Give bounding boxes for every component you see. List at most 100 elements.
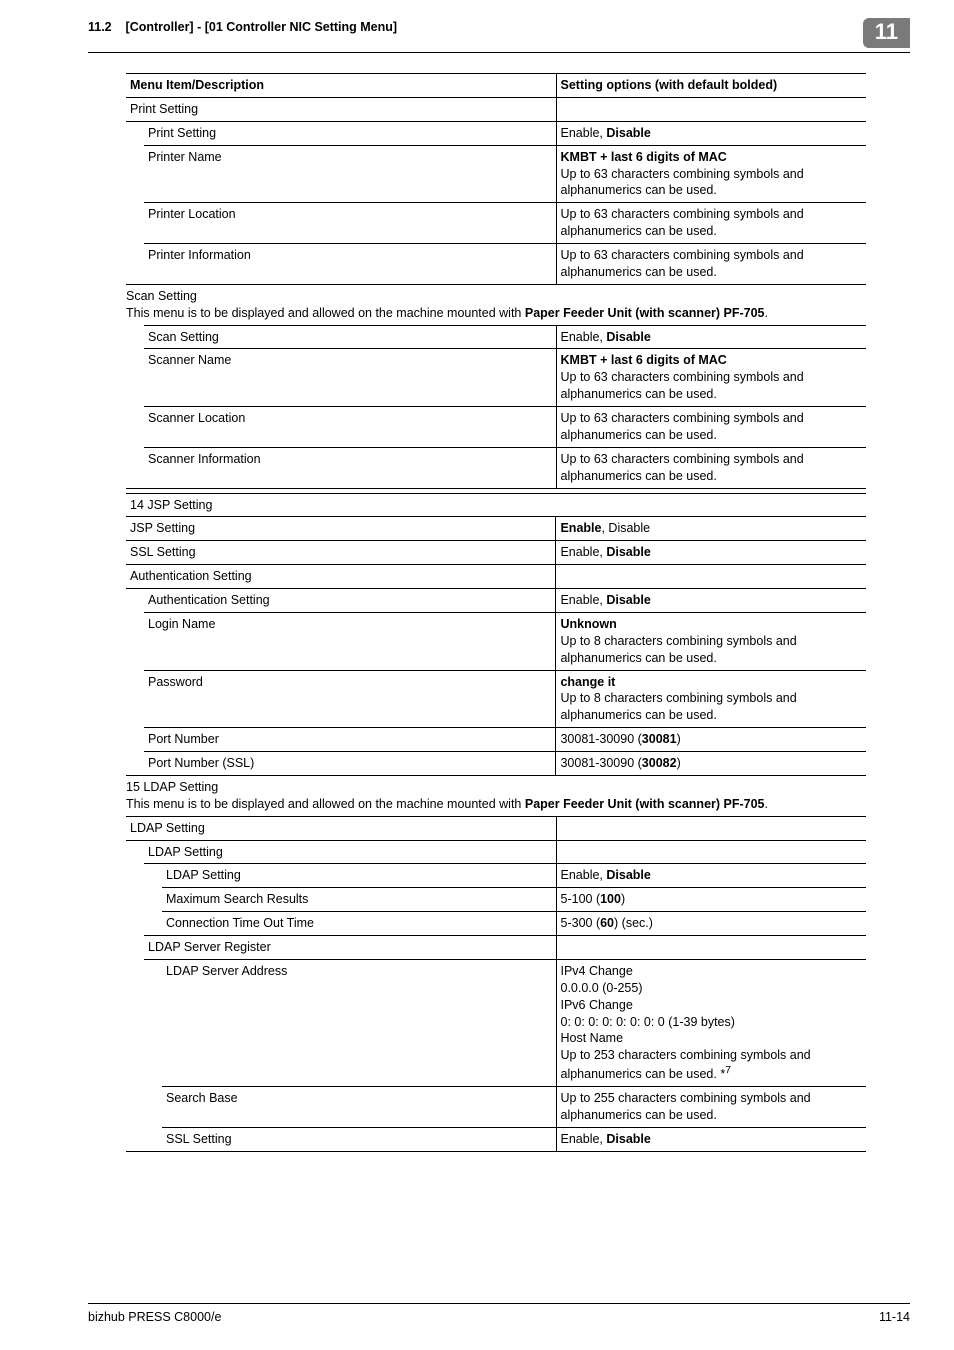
row-name: Maximum Search Results bbox=[162, 888, 556, 912]
row-name: Password bbox=[144, 670, 556, 728]
row-name: Printer Location bbox=[144, 203, 556, 244]
row-value: change it Up to 8 characters combining s… bbox=[556, 670, 866, 728]
empty-cell bbox=[556, 936, 866, 960]
row-value: IPv4 Change 0.0.0.0 (0-255) IPv6 Change … bbox=[556, 959, 866, 1086]
header-section-number: 11.2 bbox=[88, 20, 112, 34]
row-name: Search Base bbox=[162, 1087, 556, 1128]
row-value: Enable, Disable bbox=[556, 1127, 866, 1151]
empty-cell bbox=[556, 840, 866, 864]
footnote-superscript: 7 bbox=[725, 1065, 731, 1076]
indent-cell bbox=[126, 936, 144, 960]
indent-cell bbox=[126, 912, 144, 936]
scan-note-title: Scan Setting bbox=[126, 289, 197, 303]
chapter-badge: 11 bbox=[863, 18, 910, 48]
row-name: Scanner Information bbox=[144, 447, 556, 488]
ldap-root: LDAP Setting bbox=[126, 816, 556, 840]
indent-cell bbox=[126, 349, 144, 407]
indent-cell bbox=[126, 728, 144, 752]
row-value: 30081-30090 (30082) bbox=[556, 752, 866, 776]
indent-cell bbox=[126, 145, 144, 203]
indent-cell bbox=[144, 888, 162, 912]
indent-cell bbox=[144, 959, 162, 1086]
indent-cell bbox=[126, 447, 144, 488]
row-value: Enable, Disable bbox=[556, 325, 866, 349]
row-name: Scanner Name bbox=[144, 349, 556, 407]
indent-cell bbox=[126, 589, 144, 613]
row-name: Printer Name bbox=[144, 145, 556, 203]
jsp-root: 14 JSP Setting bbox=[126, 493, 866, 517]
row-name: Scan Setting bbox=[144, 325, 556, 349]
ldap-note-title: 15 LDAP Setting bbox=[126, 780, 218, 794]
indent-cell bbox=[126, 325, 144, 349]
row-name: Port Number bbox=[144, 728, 556, 752]
indent-cell bbox=[126, 612, 144, 670]
row-value: Up to 63 characters combining symbols an… bbox=[556, 203, 866, 244]
indent-cell bbox=[126, 244, 144, 285]
jsp-setting-value: Enable, Disable bbox=[556, 517, 866, 541]
scan-setting-note: Scan Setting This menu is to be displaye… bbox=[126, 285, 866, 325]
scan-note-end: . bbox=[765, 306, 768, 320]
footer-left: bizhub PRESS C8000/e bbox=[88, 1310, 221, 1324]
scan-note-line: This menu is to be displayed and allowed… bbox=[126, 306, 525, 320]
ldap-note-bold: Paper Feeder Unit (with scanner) PF-705 bbox=[525, 797, 765, 811]
header-section-title: 11.2 [Controller] - [01 Controller NIC S… bbox=[88, 20, 397, 34]
indent-cell bbox=[126, 752, 144, 776]
row-name: SSL Setting bbox=[162, 1127, 556, 1151]
scan-setting-table: Scan Setting Enable, Disable Scanner Nam… bbox=[126, 325, 866, 489]
table-header-right: Setting options (with default bolded) bbox=[556, 74, 866, 98]
row-value: 30081-30090 (30081) bbox=[556, 728, 866, 752]
row-name: Login Name bbox=[144, 612, 556, 670]
scan-note-bold: Paper Feeder Unit (with scanner) PF-705 bbox=[525, 306, 765, 320]
row-value: KMBT + last 6 digits of MAC Up to 63 cha… bbox=[556, 145, 866, 203]
indent-cell bbox=[144, 1087, 162, 1128]
print-setting-table: Menu Item/Description Setting options (w… bbox=[126, 73, 866, 285]
ldap-setting-note: 15 LDAP Setting This menu is to be displ… bbox=[126, 776, 866, 816]
ssl-setting-label: SSL Setting bbox=[126, 541, 556, 565]
row-value: Enable, Disable bbox=[556, 589, 866, 613]
row-value: KMBT + last 6 digits of MAC Up to 63 cha… bbox=[556, 349, 866, 407]
indent-cell bbox=[126, 407, 144, 448]
row-name: Authentication Setting bbox=[144, 589, 556, 613]
jsp-setting-table: 14 JSP Setting JSP Setting Enable, Disab… bbox=[126, 493, 866, 776]
row-value: Up to 63 characters combining symbols an… bbox=[556, 447, 866, 488]
row-value: Enable, Disable bbox=[556, 864, 866, 888]
indent-cell bbox=[126, 121, 144, 145]
row-name: LDAP Server Address bbox=[162, 959, 556, 1086]
footer-right: 11-14 bbox=[879, 1310, 910, 1324]
row-value: Up to 255 characters combining symbols a… bbox=[556, 1087, 866, 1128]
indent-cell bbox=[126, 888, 144, 912]
header-title: [Controller] - [01 Controller NIC Settin… bbox=[126, 20, 398, 34]
indent-cell bbox=[126, 670, 144, 728]
row-name: Printer Information bbox=[144, 244, 556, 285]
row-name: Port Number (SSL) bbox=[144, 752, 556, 776]
row-value: Unknown Up to 8 characters combining sym… bbox=[556, 612, 866, 670]
page-footer: bizhub PRESS C8000/e 11-14 bbox=[88, 1303, 910, 1324]
empty-cell bbox=[556, 565, 866, 589]
indent-cell bbox=[144, 912, 162, 936]
auth-root: Authentication Setting bbox=[126, 565, 556, 589]
ldap-setting-table: LDAP Setting LDAP Setting LDAP Setting E… bbox=[126, 816, 866, 1152]
indent-cell bbox=[126, 840, 144, 864]
indent-cell bbox=[144, 1127, 162, 1151]
row-value: Enable, Disable bbox=[556, 121, 866, 145]
indent-cell bbox=[126, 203, 144, 244]
row-value: 5-300 (60) (sec.) bbox=[556, 912, 866, 936]
print-setting-root: Print Setting bbox=[126, 97, 556, 121]
row-name: Connection Time Out Time bbox=[162, 912, 556, 936]
row-name: LDAP Setting bbox=[162, 864, 556, 888]
row-value: 5-100 (100) bbox=[556, 888, 866, 912]
indent-cell bbox=[126, 1127, 144, 1151]
empty-cell bbox=[556, 816, 866, 840]
table-header-left: Menu Item/Description bbox=[126, 74, 556, 98]
indent-cell bbox=[144, 864, 162, 888]
indent-cell bbox=[126, 1087, 144, 1128]
ldap-note-line: This menu is to be displayed and allowed… bbox=[126, 797, 525, 811]
ssl-setting-value: Enable, Disable bbox=[556, 541, 866, 565]
row-name: Print Setting bbox=[144, 121, 556, 145]
jsp-setting-label: JSP Setting bbox=[126, 517, 556, 541]
indent-cell bbox=[126, 864, 144, 888]
ldap-note-end: . bbox=[765, 797, 768, 811]
row-value: Up to 63 characters combining symbols an… bbox=[556, 407, 866, 448]
ldap-sub1: LDAP Setting bbox=[144, 840, 556, 864]
empty-cell bbox=[556, 97, 866, 121]
